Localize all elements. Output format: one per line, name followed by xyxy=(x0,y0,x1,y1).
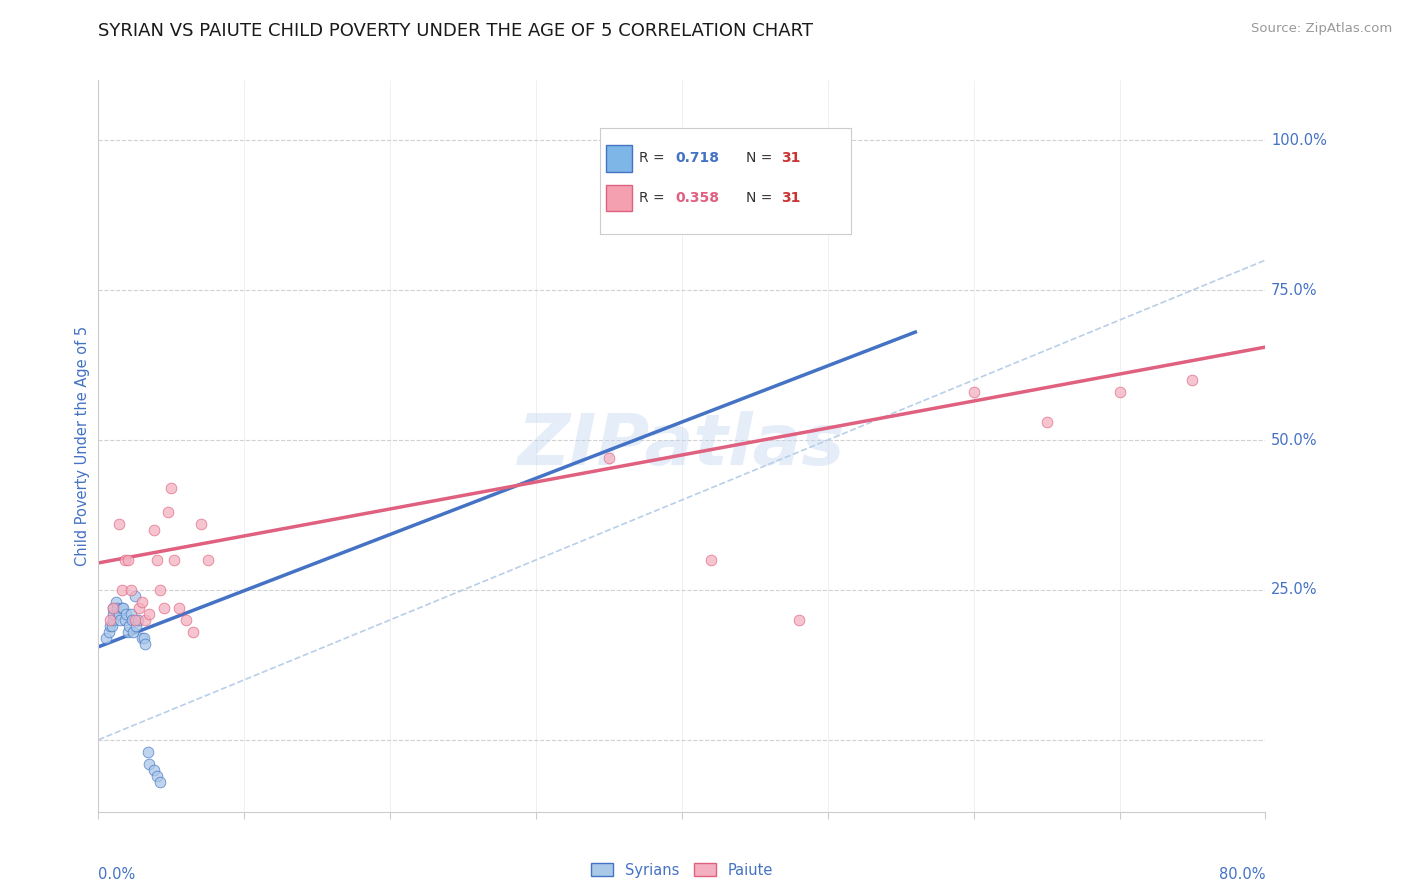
Point xyxy=(108,607,131,621)
Point xyxy=(122,624,145,639)
Point xyxy=(174,613,197,627)
Point xyxy=(138,607,160,621)
Point xyxy=(131,631,153,645)
Point xyxy=(110,613,132,627)
Point xyxy=(125,619,148,633)
Point xyxy=(197,553,219,567)
Point xyxy=(962,385,984,400)
Point xyxy=(120,582,142,597)
Point xyxy=(94,631,117,645)
Point xyxy=(132,631,155,645)
Point xyxy=(131,595,153,609)
Text: 0.718: 0.718 xyxy=(675,152,720,165)
Point xyxy=(157,505,180,519)
Legend: Syrians, Paiute: Syrians, Paiute xyxy=(585,856,779,883)
Point xyxy=(111,600,134,615)
Point xyxy=(167,600,190,615)
Point xyxy=(118,619,141,633)
Text: N =: N = xyxy=(745,152,776,165)
Point xyxy=(101,613,124,627)
Text: 100.0%: 100.0% xyxy=(1271,133,1327,148)
Point xyxy=(149,774,172,789)
Point xyxy=(128,600,150,615)
Point xyxy=(146,553,169,567)
FancyBboxPatch shape xyxy=(606,185,631,211)
Point xyxy=(121,613,143,627)
Point xyxy=(98,619,121,633)
Text: R =: R = xyxy=(640,152,669,165)
Point xyxy=(111,582,134,597)
Point xyxy=(104,595,127,609)
Point xyxy=(153,600,176,615)
Point xyxy=(138,756,160,771)
Point xyxy=(124,613,146,627)
Point xyxy=(190,516,212,531)
Text: 25.0%: 25.0% xyxy=(1271,582,1317,598)
Point xyxy=(105,600,128,615)
Point xyxy=(700,553,723,567)
Text: 75.0%: 75.0% xyxy=(1271,283,1317,298)
Point xyxy=(134,613,156,627)
Text: 0.0%: 0.0% xyxy=(98,867,135,881)
Point xyxy=(100,619,122,633)
FancyBboxPatch shape xyxy=(606,145,631,171)
Point xyxy=(1035,415,1057,429)
Point xyxy=(117,624,139,639)
Text: ZIPatlas: ZIPatlas xyxy=(519,411,845,481)
Point xyxy=(127,613,149,627)
Point xyxy=(115,607,138,621)
Point xyxy=(146,769,169,783)
Text: 0.358: 0.358 xyxy=(675,191,720,205)
Text: 50.0%: 50.0% xyxy=(1271,433,1317,448)
Point xyxy=(134,637,156,651)
Point xyxy=(142,763,165,777)
Point xyxy=(117,553,139,567)
Point xyxy=(98,613,121,627)
Point xyxy=(181,624,204,639)
Point xyxy=(114,613,136,627)
Point xyxy=(124,589,146,603)
Text: R =: R = xyxy=(640,191,669,205)
Point xyxy=(101,607,124,621)
Text: 31: 31 xyxy=(780,152,800,165)
Point xyxy=(787,613,810,627)
Point xyxy=(1108,385,1130,400)
Point xyxy=(101,600,124,615)
Point xyxy=(1181,373,1204,387)
Point xyxy=(149,582,172,597)
Text: 31: 31 xyxy=(780,191,800,205)
Point xyxy=(160,481,183,495)
Text: Source: ZipAtlas.com: Source: ZipAtlas.com xyxy=(1251,22,1392,36)
Point xyxy=(97,624,120,639)
Text: SYRIAN VS PAIUTE CHILD POVERTY UNDER THE AGE OF 5 CORRELATION CHART: SYRIAN VS PAIUTE CHILD POVERTY UNDER THE… xyxy=(98,22,814,40)
Text: 80.0%: 80.0% xyxy=(1219,867,1265,881)
Point xyxy=(598,450,620,465)
Point xyxy=(108,516,131,531)
Point xyxy=(142,523,165,537)
Point xyxy=(120,607,142,621)
Y-axis label: Child Poverty Under the Age of 5: Child Poverty Under the Age of 5 xyxy=(75,326,90,566)
Point xyxy=(112,600,135,615)
Point xyxy=(136,745,159,759)
Text: N =: N = xyxy=(745,191,776,205)
Point xyxy=(163,553,186,567)
Point xyxy=(114,553,136,567)
Point xyxy=(101,600,124,615)
